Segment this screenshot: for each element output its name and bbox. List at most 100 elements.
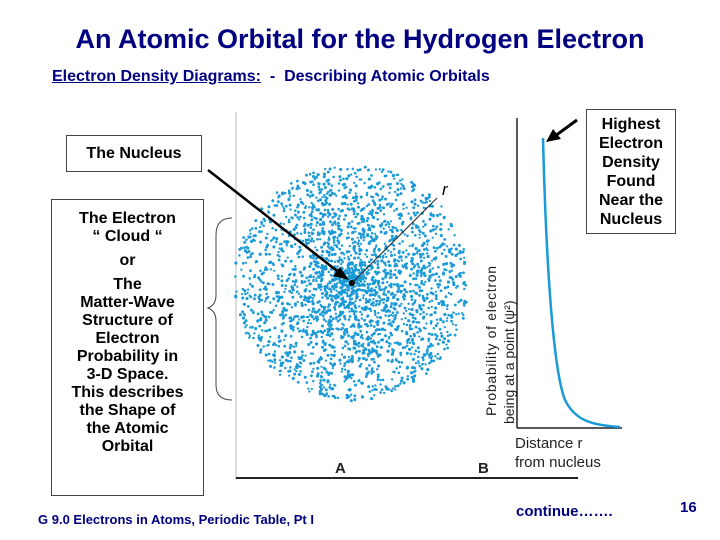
cloud-dot — [273, 358, 277, 362]
cloud-dot — [328, 385, 332, 389]
cloud-dot — [431, 228, 435, 232]
cloud-dot — [254, 226, 258, 230]
cloud-dot — [332, 394, 336, 398]
cloud-dot — [365, 204, 369, 208]
cloud-dot — [317, 182, 321, 185]
cloud-dot — [394, 313, 398, 317]
cloud-dot — [429, 356, 433, 360]
cloud-dot — [311, 175, 316, 179]
cloud-dot — [385, 203, 389, 206]
cloud-dot — [422, 283, 426, 286]
cloud-dot — [400, 302, 403, 306]
cloud-dot — [379, 209, 383, 213]
cloud-dot — [308, 194, 312, 198]
cloud-dot — [281, 310, 285, 314]
cloud-dot — [307, 342, 311, 347]
cloud-dot — [313, 310, 317, 313]
cloud-dot — [417, 350, 421, 354]
cloud-dot — [390, 360, 394, 364]
cloud-dot — [299, 197, 302, 201]
cloud-dot — [428, 300, 431, 304]
cloud-dot — [377, 328, 381, 332]
cloud-dot — [368, 282, 372, 286]
cloud-dot — [360, 362, 363, 366]
cloud-dot — [365, 193, 369, 197]
cloud-dot — [323, 186, 327, 189]
cloud-dot — [332, 175, 335, 179]
cloud-dot — [459, 299, 462, 302]
cloud-dot — [253, 332, 256, 335]
cloud-dot — [240, 292, 244, 296]
cloud-dot — [453, 234, 456, 237]
cloud-dot — [357, 269, 360, 272]
cloud-dot — [260, 329, 264, 332]
cloud-dot — [356, 236, 359, 239]
cloud-dot — [321, 310, 325, 313]
cloud-dot — [267, 352, 271, 356]
cloud-dot — [291, 288, 295, 292]
cloud-dot — [368, 226, 371, 230]
cloud-dot — [311, 345, 315, 349]
cloud-dot — [247, 249, 251, 253]
cloud-dot — [359, 195, 363, 199]
cloud-dot — [375, 235, 379, 239]
cloud-dot — [312, 361, 316, 364]
cloud-dot — [351, 167, 355, 171]
cloud-dot — [271, 283, 275, 286]
cloud-dot — [290, 356, 293, 360]
cloud-dot — [357, 322, 361, 326]
cloud-dot — [361, 382, 364, 385]
density-arrow-line — [554, 118, 578, 138]
cloud-dot — [421, 193, 425, 197]
cloud-dot — [400, 329, 404, 333]
cloud-dot — [406, 375, 410, 378]
cloud-dot — [416, 250, 419, 253]
cloud-dot — [455, 328, 458, 331]
cloud-dot — [324, 213, 327, 216]
cloud-dot — [438, 338, 442, 342]
cloud-dot — [447, 228, 450, 231]
cloud-dot — [348, 191, 351, 194]
cloud-dot — [343, 364, 346, 368]
cloud-dot — [369, 293, 373, 297]
cloud-dot — [316, 366, 320, 370]
cloud-dot — [387, 290, 391, 294]
cloud-dot — [268, 260, 273, 264]
cloud-dot — [331, 364, 335, 368]
cloud-dot — [393, 341, 397, 345]
cloud-dot — [426, 249, 429, 252]
cloud-dot — [416, 224, 419, 227]
electron-cloud-label-box: The Electron “ Cloud “ or The Matter-Wav… — [51, 199, 204, 496]
cloud-dot — [280, 191, 285, 195]
cloud-dot — [365, 330, 369, 334]
cloud-dot — [302, 216, 306, 220]
cloud-dot — [354, 306, 358, 310]
cloud-dot — [408, 273, 412, 278]
cloud-dot — [447, 339, 451, 343]
cloud-dot — [446, 280, 450, 284]
cloud-dot — [443, 312, 447, 317]
cloud-dot — [324, 320, 327, 323]
cloud-dot — [285, 215, 288, 219]
cloud-dot — [331, 345, 335, 349]
cloud-dot — [282, 207, 286, 210]
cloud-dot — [372, 280, 376, 284]
continue-link[interactable]: continue……. — [516, 503, 613, 520]
cloud-dot — [260, 298, 263, 302]
cloud-dot — [294, 209, 297, 212]
cloud-dot — [422, 303, 425, 307]
cloud-dot — [338, 247, 341, 251]
cloud-dot — [319, 288, 323, 292]
cloud-dot — [430, 355, 434, 358]
cloud-dot — [316, 301, 320, 304]
cloud-dot — [387, 322, 391, 326]
cloud-dot — [249, 283, 252, 286]
cloud-dot — [427, 340, 430, 343]
cloud-dot — [462, 262, 466, 265]
cloud-dot — [327, 190, 330, 194]
cloud-dot — [278, 243, 282, 246]
cloud-dot — [353, 240, 357, 244]
cloud-dot — [337, 217, 341, 221]
cloud-dot — [443, 337, 447, 341]
cloud-dot — [331, 207, 335, 211]
